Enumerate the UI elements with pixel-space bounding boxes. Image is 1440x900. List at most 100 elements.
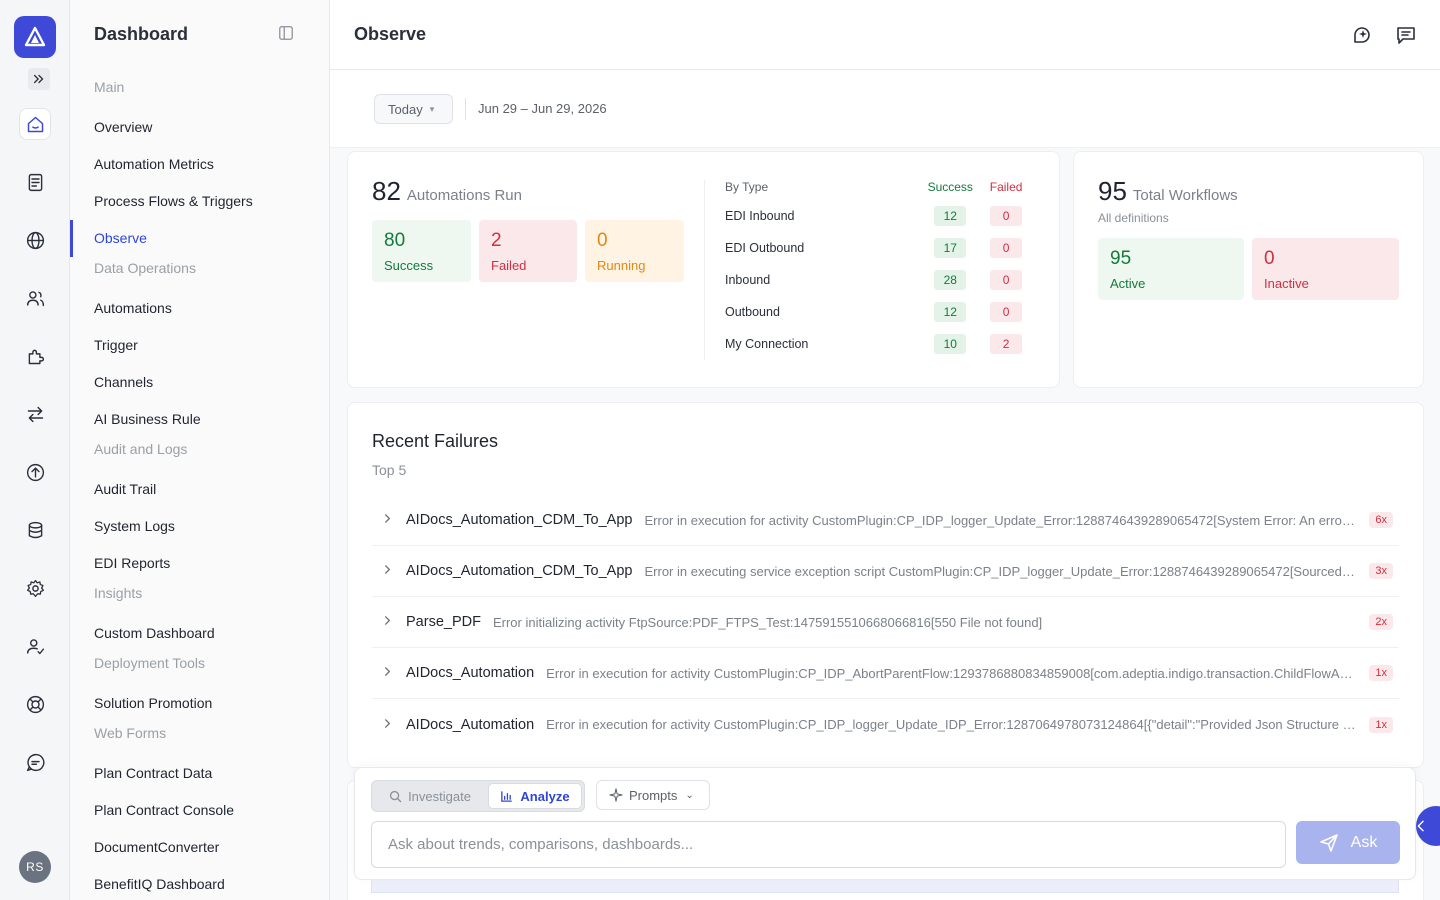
prompts-dropdown[interactable]: Prompts ⌄ (596, 780, 710, 810)
users-icon[interactable] (19, 282, 51, 314)
inactive-tile[interactable]: 0 Inactive (1252, 238, 1399, 300)
chevron-down-icon: ⌄ (685, 789, 694, 801)
nav-sidebar: Dashboard Main Overview Automation Metrics… (70, 0, 330, 900)
database-icon[interactable] (19, 514, 51, 546)
failed-count-pill: 0 (990, 302, 1023, 322)
nav-item-plan-contract-console[interactable]: Plan Contract Console (94, 802, 235, 818)
recent-failures-title: Recent Failures (372, 431, 499, 451)
failure-count-badge: 1x (1369, 665, 1393, 681)
workflows-total-label: Total Workflows (1132, 187, 1238, 204)
nav-section-label: Main (94, 79, 125, 95)
running-tile[interactable]: 0 Running (585, 220, 684, 282)
by-type-row[interactable]: EDI Inbound 12 0 (725, 200, 1034, 232)
help-icon[interactable] (19, 688, 51, 720)
failure-row[interactable]: AIDocs_Automation_CDM_To_App Error in exe… (372, 546, 1399, 597)
settings-icon[interactable] (19, 572, 51, 604)
failed-tile[interactable]: 2 Failed (479, 220, 577, 282)
active-tile[interactable]: 95 Active (1098, 238, 1244, 300)
nav-item-custom-dashboard[interactable]: Custom Dashboard (94, 625, 215, 641)
automations-card: 82 Automations Run 80 Success 2 Failed 0 … (347, 151, 1060, 388)
app-logo[interactable] (14, 16, 56, 58)
failed-count: 2 (491, 230, 502, 251)
nav-section-label: Insights (94, 585, 143, 601)
failed-cell: 0 (978, 206, 1034, 226)
nav-item-observe[interactable]: Observe (70, 220, 329, 257)
nav-item-automations[interactable]: Automations (94, 300, 172, 316)
collapse-sidebar-icon[interactable] (278, 25, 296, 43)
ai-assistant-icon[interactable] (1351, 24, 1373, 46)
failure-workflow-name: AIDocs_Automation (406, 665, 535, 681)
message-icon[interactable] (1395, 24, 1417, 46)
recent-failures-subtitle: Top 5 (372, 462, 407, 478)
failure-workflow-name: AIDocs_Automation_CDM_To_App (406, 563, 633, 579)
by-type-row[interactable]: Inbound 28 0 (725, 264, 1034, 296)
failure-row[interactable]: Parse_PDF Error initializing activity Ftp… (372, 597, 1399, 648)
by-type-row[interactable]: EDI Outbound 17 0 (725, 232, 1034, 264)
date-range-label: Today (388, 101, 423, 117)
nav-item-solution-promotion[interactable]: Solution Promotion (94, 695, 213, 711)
nav-item-process-flows-triggers[interactable]: Process Flows & Triggers (94, 193, 253, 209)
failure-row[interactable]: AIDocs_Automation Error in execution for … (372, 699, 1399, 750)
nav-item-edi-reports[interactable]: EDI Reports (94, 555, 171, 571)
document-icon[interactable] (19, 166, 51, 198)
date-range-text: Jun 29 – Jun 29, 2026 (478, 101, 607, 116)
puzzle-icon[interactable] (19, 340, 51, 372)
investigate-label: Investigate (408, 788, 471, 804)
failed-column-heading: Failed (989, 180, 1023, 194)
nav-item-automation-metrics[interactable]: Automation Metrics (94, 156, 214, 172)
nav-item-trigger[interactable]: Trigger (94, 337, 138, 353)
by-type-row[interactable]: Outbound 12 0 (725, 296, 1034, 328)
upload-icon[interactable] (19, 456, 51, 488)
chevron-down-icon: ▾ (429, 103, 435, 114)
failed-cell: 0 (978, 270, 1034, 290)
type-name: My Connection (725, 337, 809, 351)
analyze-label: Analyze (520, 788, 570, 804)
inactive-count: 0 (1264, 248, 1275, 269)
user-check-icon[interactable] (19, 630, 51, 662)
expand-rail-icon[interactable] (28, 68, 50, 90)
failure-row[interactable]: AIDocs_Automation_CDM_To_App Error in exe… (372, 495, 1399, 546)
investigate-tab[interactable]: Investigate (374, 783, 486, 809)
ask-button[interactable]: Ask (1296, 821, 1400, 864)
transfer-icon[interactable] (19, 398, 51, 430)
success-tile[interactable]: 80 Success (372, 220, 471, 282)
failure-count-badge: 3x (1369, 563, 1393, 579)
chevron-right-icon[interactable] (372, 718, 406, 732)
chevron-right-icon[interactable] (372, 615, 406, 629)
recent-failures-card: Recent Failures Top 5 AIDocs_Automation_… (347, 402, 1424, 768)
by-type-row[interactable]: My Connection 10 2 (725, 328, 1034, 360)
nav-item-system-logs[interactable]: System Logs (94, 518, 175, 534)
nav-item-documentconverter[interactable]: DocumentConverter (94, 839, 220, 855)
active-label: Active (1110, 276, 1146, 291)
chevron-right-icon[interactable] (372, 513, 406, 527)
by-type-table: By Type Success Failed EDI Inbound 12 0 EDI… (704, 180, 1034, 360)
date-range-dropdown[interactable]: Today ▾ (374, 94, 453, 124)
workflows-sub-label: All definitions (1098, 211, 1169, 225)
type-name: EDI Outbound (725, 241, 805, 255)
failure-row[interactable]: AIDocs_Automation Error in execution for … (372, 648, 1399, 699)
failure-error-message: Error in execution for activity CustomPl… (546, 665, 1358, 681)
nav-item-audit-trail[interactable]: Audit Trail (94, 481, 157, 497)
home-icon[interactable] (19, 108, 51, 140)
nav-item-overview[interactable]: Overview (94, 119, 153, 135)
nav-item-plan-contract-data[interactable]: Plan Contract Data (94, 765, 213, 781)
chevron-right-icon[interactable] (372, 564, 406, 578)
chat-icon[interactable] (19, 746, 51, 778)
nav-item-ai-business-rule[interactable]: AI Business Rule (94, 411, 201, 427)
analyze-tab[interactable]: Analyze (488, 783, 582, 809)
success-count-pill: 10 (934, 334, 967, 354)
failed-label: Failed (491, 258, 527, 273)
success-cell: 17 (922, 238, 978, 258)
nav-item-channels[interactable]: Channels (94, 374, 154, 390)
failed-cell: 2 (978, 334, 1034, 354)
ask-input[interactable] (371, 821, 1286, 868)
nav-item-benefitiq-dashboard[interactable]: BenefitIQ Dashboard (94, 876, 225, 892)
success-cell: 12 (922, 206, 978, 226)
user-avatar[interactable]: RS (19, 851, 51, 883)
chevron-right-icon[interactable] (372, 666, 406, 680)
globe-icon[interactable] (19, 224, 51, 256)
failure-count-badge: 6x (1369, 512, 1393, 528)
failed-count-pill: 0 (990, 206, 1023, 226)
failed-count-pill: 0 (990, 238, 1023, 258)
by-type-heading: By Type (725, 180, 769, 194)
